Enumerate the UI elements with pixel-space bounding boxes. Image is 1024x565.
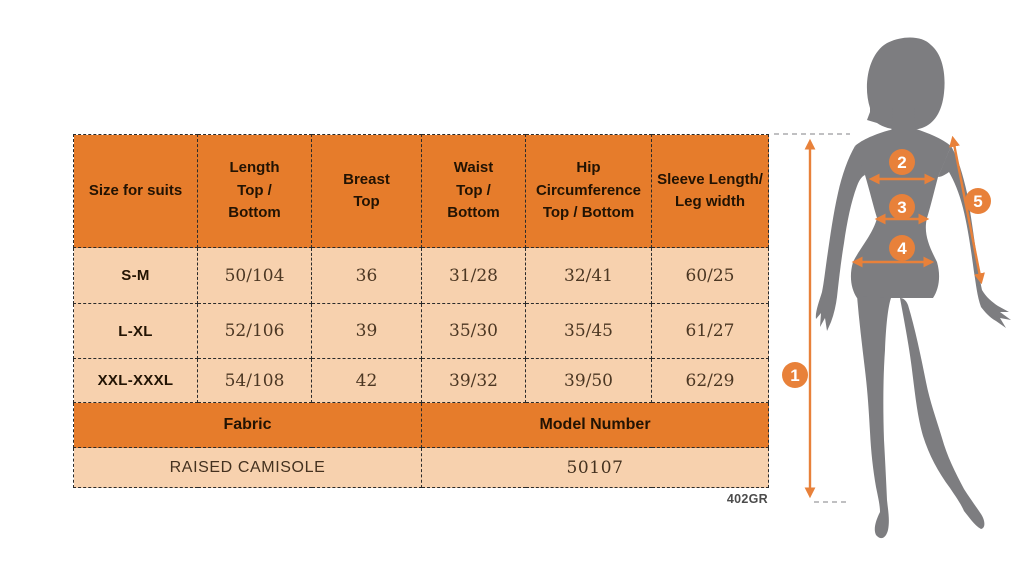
marker-1-circle: [782, 362, 808, 388]
marker-1-label: 1: [790, 366, 799, 385]
marker-2-circle: [889, 149, 915, 175]
marker-4-label: 4: [897, 239, 907, 258]
length-cell: 54/108: [197, 358, 312, 403]
product-code: 402GR: [726, 492, 768, 506]
left-leg-shape: [857, 296, 891, 539]
sleeve-cell: 62/29: [651, 358, 769, 403]
length-cell: 52/106: [197, 303, 312, 359]
sleeve-cell: 61/27: [651, 303, 769, 359]
header-row: Size for suits Length Top / Bottom Breas…: [73, 134, 769, 248]
footer-label-row: Fabric Model Number: [73, 402, 769, 448]
marker-5-label: 5: [973, 192, 982, 211]
size-chart-table: Size for suits Length Top / Bottom Breas…: [73, 134, 769, 488]
model-number-value: 50107: [421, 447, 769, 488]
right-arm-shape: [938, 146, 1011, 328]
head-shape: [866, 37, 945, 131]
marker-4-circle: [889, 235, 915, 261]
table-row-xxl: XXL-XXXL 54/108 42 39/32 39/50 62/29: [73, 358, 769, 403]
breast-cell: 42: [311, 358, 422, 403]
measurement-arrows: [804, 135, 985, 499]
model-number-label: Model Number: [421, 402, 769, 448]
sleeve-arrow: [949, 135, 985, 285]
fabric-value: RAISED CAMISOLE: [73, 447, 422, 488]
hip-cell: 32/41: [525, 247, 652, 304]
marker-2-label: 2: [897, 153, 906, 172]
header-length: Length Top / Bottom: [197, 134, 312, 248]
table-row-lxl: L-XL 52/106 39 35/30 35/45 61/27: [73, 303, 769, 359]
marker-3-circle: [889, 194, 915, 220]
waist-cell: 35/30: [421, 303, 526, 359]
table-row-sm: S-M 50/104 36 31/28 32/41 60/25: [73, 247, 769, 304]
measurement-diagram: 1 2 3 4 5: [774, 37, 1011, 539]
size-cell: L-XL: [73, 303, 198, 359]
left-arm-shape: [815, 146, 865, 331]
waist-cell: 39/32: [421, 358, 526, 403]
hip-cell: 35/45: [525, 303, 652, 359]
measurement-markers: 1 2 3 4 5: [782, 149, 991, 388]
marker-3-label: 3: [897, 198, 906, 217]
size-cell: XXL-XXXL: [73, 358, 198, 403]
header-hip: Hip Circumference Top / Bottom: [525, 134, 652, 248]
size-cell: S-M: [73, 247, 198, 304]
header-size-for-suits: Size for suits: [73, 134, 198, 248]
marker-5-circle: [965, 188, 991, 214]
sleeve-cell: 60/25: [651, 247, 769, 304]
woman-silhouette: [815, 37, 1011, 539]
header-sleeve: Sleeve Length/ Leg width: [651, 134, 769, 248]
breast-cell: 36: [311, 247, 422, 304]
hip-cell: 39/50: [525, 358, 652, 403]
header-breast: Breast Top: [311, 134, 422, 248]
footer-value-row: RAISED CAMISOLE 50107: [73, 447, 769, 488]
breast-cell: 39: [311, 303, 422, 359]
right-leg-shape: [900, 298, 985, 529]
fabric-label: Fabric: [73, 402, 422, 448]
length-cell: 50/104: [197, 247, 312, 304]
waist-cell: 31/28: [421, 247, 526, 304]
header-waist: Waist Top / Bottom: [421, 134, 526, 248]
